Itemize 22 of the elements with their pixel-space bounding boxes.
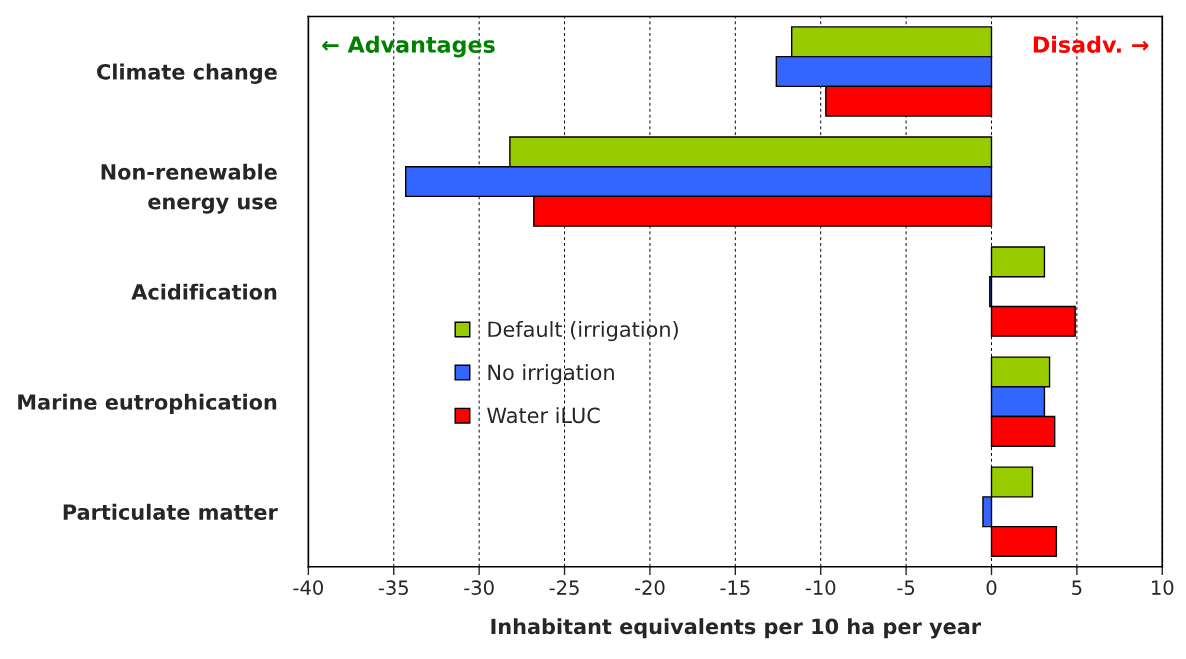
x-tick-label: -20 bbox=[635, 580, 665, 595]
x-tick-label: -15 bbox=[720, 580, 750, 595]
x-tick-label: -30 bbox=[464, 580, 494, 595]
x-axis-title: Inhabitant equivalents per 10 ha per year bbox=[491, 618, 982, 639]
x-tick-label: -10 bbox=[805, 580, 836, 595]
x-tick-label: -25 bbox=[549, 580, 579, 595]
x-tick-label: -35 bbox=[378, 580, 408, 595]
y-tick-label: Acidification bbox=[131, 283, 277, 300]
legend-label: Default (irrigation) bbox=[488, 320, 678, 342]
y-tick-label: Non-renewable energy use bbox=[101, 163, 277, 214]
annotation: ← Advantages bbox=[322, 35, 495, 58]
annotation: Disadv. → bbox=[1033, 35, 1149, 53]
y-tick-label: Climate change bbox=[97, 63, 277, 84]
x-tick-label: -40 bbox=[293, 580, 323, 595]
x-tick-label: -5 bbox=[897, 580, 915, 595]
y-tick-label: Particulate matter bbox=[63, 503, 278, 520]
x-tick-label: 0 bbox=[986, 580, 997, 595]
x-tick-label: 5 bbox=[1072, 580, 1082, 595]
x-tick-label: 10 bbox=[1152, 580, 1174, 595]
y-tick-label: Marine eutrophication bbox=[18, 393, 277, 414]
legend-label: No irrigation bbox=[488, 364, 614, 385]
legend-label: Water iLUC bbox=[487, 407, 600, 424]
